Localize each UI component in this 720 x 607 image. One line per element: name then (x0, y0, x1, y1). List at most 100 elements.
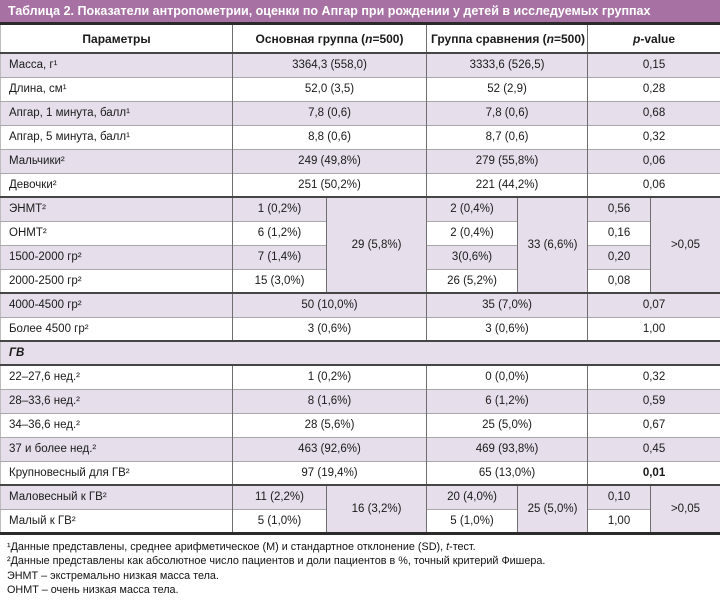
param-cell: 34–36,6 нед.² (0, 412, 233, 437)
param-cell: 4000-4500 гр² (0, 292, 233, 317)
comparison-group-value: 279 (55,8%) (426, 148, 589, 173)
main-group-value: 249 (49,8%) (232, 148, 428, 173)
comparison-group-value: 65 (13,0%) (426, 460, 589, 485)
table-row: Девочки² 251 (50,2%) 221 (44,2%) 0,06 (0, 172, 720, 197)
param-cell: ОНМТ² (0, 220, 233, 245)
comparison-group-value: 3(0,6%) (426, 244, 519, 269)
main-group-value: 11 (2,2%) (232, 484, 327, 509)
comparison-group-value: 7,8 (0,6) (426, 100, 589, 125)
main-group-value: 52,0 (3,5) (232, 76, 428, 101)
main-group-value: 97 (19,4%) (232, 460, 428, 485)
header-text-fragment: =500) (554, 31, 586, 46)
footnote-2: ²Данные представлены как абсолютное числ… (7, 555, 546, 567)
header-italic-n: n (365, 31, 373, 46)
p-value-cell: 0,01 (587, 460, 720, 485)
param-cell: ЭНМТ² (0, 196, 233, 221)
main-group-subtotal: 29 (5,8%) (326, 196, 428, 293)
footnote-4: ОНМТ – очень низкая масса тела. (7, 584, 179, 596)
param-cell: Более 4500 гр² (0, 316, 233, 341)
comparison-group-value: 25 (5,0%) (426, 412, 589, 437)
p-value-cell: 0,20 (587, 244, 652, 269)
comparison-group-value: 469 (93,8%) (426, 436, 589, 461)
table-row: ЭНМТ² 1 (0,2%) 29 (5,8%) 2 (0,4%) 33 (6,… (0, 196, 720, 293)
main-group-subtotal: 16 (3,2%) (326, 484, 428, 533)
header-text-fragment: -value (640, 31, 676, 46)
comparison-group-value: 3 (0,6%) (426, 316, 589, 341)
p-value-cell: 0,56 (587, 196, 652, 221)
header-text-fragment: Группа сравнения ( (431, 31, 547, 46)
header-text-fragment: =500) (372, 31, 404, 46)
column-header-comparison-group: Группа сравнения (n=500) (426, 25, 589, 54)
table-row: Маловесный к ГВ² 11 (2,2%) 16 (3,2%) 20 … (0, 484, 720, 533)
column-header-p-value: p-value (587, 25, 720, 54)
main-group-value: 6 (1,2%) (232, 220, 327, 245)
footnote-3: ЭНМТ – экстремально низкая масса тела. (7, 569, 219, 582)
p-value-cell: 0,68 (587, 100, 720, 125)
param-cell: Апгар, 1 минута, балл¹ (0, 100, 233, 125)
main-group-value: 3 (0,6%) (232, 316, 428, 341)
header-italic-n: n (546, 31, 554, 46)
section-header-cell: ГВ (0, 340, 720, 366)
comparison-group-value: 5 (1,0%) (426, 508, 519, 533)
table-row: 28–33,6 нед.² 8 (1,6%) 6 (1,2%) 0,59 (0, 388, 720, 413)
comparison-group-value: 26 (5,2%) (426, 268, 519, 293)
main-group-value: 251 (50,2%) (232, 172, 428, 197)
main-group-value: 8,8 (0,6) (232, 124, 428, 149)
main-group-value: 1 (0,2%) (232, 196, 327, 221)
comparison-group-value: 221 (44,2%) (426, 172, 589, 197)
param-cell: 1500-2000 гр² (0, 244, 233, 269)
p-value-cell: 0,67 (587, 412, 720, 437)
footnote-1: ¹Данные представлены, среднее арифметиче… (7, 540, 713, 555)
p-value-cell: 0,08 (587, 268, 652, 293)
table-row: Более 4500 гр² 3 (0,6%) 3 (0,6%) 1,00 (0, 316, 720, 341)
comparison-group-value: 2 (0,4%) (426, 196, 519, 221)
header-row: Параметры Основная группа (n=500) Группа… (0, 25, 720, 54)
param-cell: Масса, г¹ (0, 52, 233, 77)
footnote-text-fragment: ¹Данные представлены, среднее арифметиче… (7, 540, 447, 553)
p-value-cell: 0,06 (587, 148, 720, 173)
comparison-group-value: 20 (4,0%) (426, 484, 519, 509)
p-value-subtotal: >0,05 (650, 196, 720, 293)
p-value-cell: 0,16 (587, 220, 652, 245)
p-value-cell: 0,32 (587, 124, 720, 149)
param-cell: Мальчики² (0, 148, 233, 173)
table-row: 34–36,6 нед.² 28 (5,6%) 25 (5,0%) 0,67 (0, 412, 720, 437)
main-group-value: 50 (10,0%) (232, 292, 428, 317)
comparison-group-value: 52 (2,9) (426, 76, 589, 101)
comparison-group-subtotal: 25 (5,0%) (517, 484, 589, 533)
main-group-value: 15 (3,0%) (232, 268, 327, 293)
main-group-value: 7 (1,4%) (232, 244, 327, 269)
p-value-cell: 0,59 (587, 388, 720, 413)
param-cell: Маловесный к ГВ² (0, 484, 233, 509)
table-row: 4000-4500 гр² 50 (10,0%) 35 (7,0%) 0,07 (0, 292, 720, 317)
footnotes: ¹Данные представлены, среднее арифметиче… (0, 535, 720, 598)
table-title-bar: Таблица 2. Показатели антропометрии, оце… (0, 0, 720, 25)
param-cell: 2000-2500 гр² (0, 268, 233, 293)
comparison-group-value: 6 (1,2%) (426, 388, 589, 413)
p-value-cell: 0,28 (587, 76, 720, 101)
p-value-cell: 1,00 (587, 316, 720, 341)
table-row: Масса, г¹ 3364,3 (558,0) 3333,6 (526,5) … (0, 52, 720, 77)
comparison-group-value: 2 (0,4%) (426, 220, 519, 245)
table-row: Крупновесный для ГВ² 97 (19,4%) 65 (13,0… (0, 460, 720, 485)
comparison-group-value: 8,7 (0,6) (426, 124, 589, 149)
main-group-value: 3364,3 (558,0) (232, 52, 428, 77)
table-row: Апгар, 1 минута, балл¹ 7,8 (0,6) 7,8 (0,… (0, 100, 720, 125)
table-row: 1500-2000 гр² 7 (1,4%) 3(0,6%) 0,20 (0, 244, 720, 269)
p-value-cell: 0,15 (587, 52, 720, 77)
column-header-main-group: Основная группа (n=500) (232, 25, 428, 54)
table-row: Длина, см¹ 52,0 (3,5) 52 (2,9) 0,28 (0, 76, 720, 101)
main-group-value: 8 (1,6%) (232, 388, 428, 413)
column-header-parameters: Параметры (0, 25, 233, 54)
comparison-group-subtotal: 33 (6,6%) (517, 196, 589, 293)
param-cell: Крупновесный для ГВ² (0, 460, 233, 485)
header-italic-p: p (633, 31, 641, 46)
p-value-cell: 0,45 (587, 436, 720, 461)
anthropometry-table: Параметры Основная группа (n=500) Группа… (0, 25, 720, 535)
table-row: Малый к ГВ² 5 (1,0%) 5 (1,0%) 1,00 (0, 508, 720, 533)
table-row: ОНМТ² 6 (1,2%) 2 (0,4%) 0,16 (0, 220, 720, 245)
header-text-fragment: Основная группа ( (255, 31, 366, 46)
table-row: Мальчики² 249 (49,8%) 279 (55,8%) 0,06 (0, 148, 720, 173)
main-group-value: 1 (0,2%) (232, 364, 428, 389)
table-row: 2000-2500 гр² 15 (3,0%) 26 (5,2%) 0,08 (0, 268, 720, 293)
